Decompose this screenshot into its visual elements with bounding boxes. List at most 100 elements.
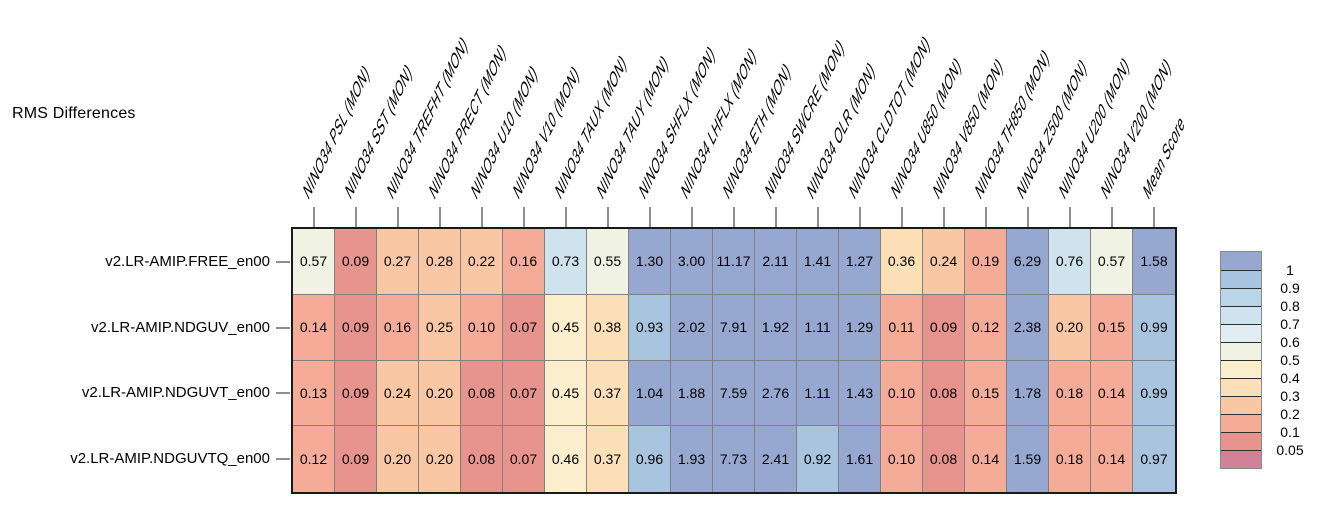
heatmap-cell: 0.46 bbox=[545, 426, 587, 492]
heatmap-cell: 0.38 bbox=[587, 294, 629, 361]
heatmap-cell: 0.09 bbox=[335, 426, 377, 492]
heatmap-cell: 0.97 bbox=[1133, 426, 1175, 492]
colorbar-tick-label: 0.4 bbox=[1280, 370, 1300, 386]
heatmap-cell: 0.08 bbox=[923, 360, 965, 427]
colorbar-tick-label: 0.5 bbox=[1280, 352, 1300, 368]
heatmap-cell: 0.28 bbox=[419, 229, 461, 295]
heatmap-cell: 0.08 bbox=[461, 426, 503, 492]
colorbar-tick-label: 0.2 bbox=[1280, 406, 1300, 422]
heatmap-cell: 0.12 bbox=[293, 426, 335, 492]
heatmap-cell: 6.29 bbox=[1007, 229, 1049, 295]
heatmap-cell: 11.17 bbox=[713, 229, 755, 295]
heatmap-cell: 0.24 bbox=[377, 360, 419, 427]
heatmap-cell: 0.07 bbox=[503, 360, 545, 427]
heatmap-cell: 0.36 bbox=[881, 229, 923, 295]
heatmap-cell: 0.20 bbox=[377, 426, 419, 492]
column-tick bbox=[943, 207, 945, 228]
heatmap-cell: 0.09 bbox=[923, 294, 965, 361]
heatmap-cell: 0.93 bbox=[629, 294, 671, 361]
chart-title: RMS Differences bbox=[12, 105, 136, 122]
column-tick bbox=[1069, 207, 1071, 228]
column-tick bbox=[775, 207, 777, 228]
colorbar-segment bbox=[1221, 342, 1261, 360]
column-tick bbox=[1111, 207, 1113, 228]
heatmap-cell: 7.59 bbox=[713, 360, 755, 427]
heatmap-cell: 7.73 bbox=[713, 426, 755, 492]
heatmap-cell: 0.99 bbox=[1133, 294, 1175, 361]
colorbar-segment bbox=[1221, 270, 1261, 288]
heatmap-cell: 0.22 bbox=[461, 229, 503, 295]
column-tick bbox=[985, 207, 987, 228]
heatmap-cell: 2.02 bbox=[671, 294, 713, 361]
colorbar-segment bbox=[1221, 396, 1261, 414]
heatmap-cell: 0.09 bbox=[335, 294, 377, 361]
column-label: NINO34 LHFLX (MON) bbox=[679, 42, 759, 206]
heatmap-cell: 2.11 bbox=[755, 229, 797, 295]
row-label: v2.LR-AMIP.FREE_en00 bbox=[105, 252, 270, 270]
heatmap-cell: 0.99 bbox=[1133, 360, 1175, 427]
heatmap-cell: 1.58 bbox=[1133, 229, 1175, 295]
column-tick bbox=[649, 207, 651, 228]
heatmap-cell: 1.41 bbox=[797, 229, 839, 295]
heatmap-cell: 1.04 bbox=[629, 360, 671, 427]
colorbar-segment bbox=[1221, 306, 1261, 324]
heatmap-cell: 0.57 bbox=[1091, 229, 1133, 295]
column-tick bbox=[607, 207, 609, 228]
row-tick bbox=[276, 260, 290, 263]
heatmap-cell: 3.00 bbox=[671, 229, 713, 295]
heatmap-cell: 0.37 bbox=[587, 426, 629, 492]
heatmap-cell: 2.76 bbox=[755, 360, 797, 427]
column-tick bbox=[355, 207, 357, 228]
column-tick bbox=[1153, 207, 1155, 228]
heatmap-cell: 1.92 bbox=[755, 294, 797, 361]
colorbar-tick-label: 0.8 bbox=[1280, 298, 1300, 314]
heatmap-cell: 0.27 bbox=[377, 229, 419, 295]
heatmap-cell: 0.57 bbox=[293, 229, 335, 295]
heatmap-cell: 1.59 bbox=[1007, 426, 1049, 492]
column-tick bbox=[565, 207, 567, 228]
heatmap-cell: 1.30 bbox=[629, 229, 671, 295]
heatmap-cell: 0.18 bbox=[1049, 360, 1091, 427]
row-tick bbox=[276, 392, 290, 395]
column-label: NINO34 TH850 (MON) bbox=[973, 44, 1052, 206]
heatmap-cell: 0.07 bbox=[503, 294, 545, 361]
heatmap-cell: 1.93 bbox=[671, 426, 713, 492]
heatmap-cell: 1.88 bbox=[671, 360, 713, 427]
heatmap-cell: 0.14 bbox=[1091, 426, 1133, 492]
heatmap-cell: 1.11 bbox=[797, 294, 839, 361]
heatmap-cell: 0.45 bbox=[545, 360, 587, 427]
heatmap-cell: 0.73 bbox=[545, 229, 587, 295]
heatmap-cell: 0.20 bbox=[1049, 294, 1091, 361]
column-label: NINO34 SHFLX (MON) bbox=[637, 40, 718, 206]
column-tick bbox=[901, 207, 903, 228]
colorbar-tick-label: 0.05 bbox=[1276, 442, 1304, 458]
colorbar-segment bbox=[1221, 252, 1261, 270]
heatmap-cell: 1.78 bbox=[1007, 360, 1049, 427]
colorbar-segment bbox=[1221, 432, 1261, 450]
colorbar-segment bbox=[1221, 378, 1261, 396]
column-tick bbox=[733, 207, 735, 228]
column-label: NINO34 TREFHT (MON) bbox=[385, 31, 470, 206]
column-tick bbox=[1027, 207, 1029, 228]
column-label: NINO34 SWCRE (MON) bbox=[763, 34, 847, 206]
heatmap-cell: 0.08 bbox=[461, 360, 503, 427]
colorbar-segment bbox=[1221, 288, 1261, 306]
heatmap-cell: 0.16 bbox=[377, 294, 419, 361]
heatmap-cell: 2.38 bbox=[1007, 294, 1049, 361]
heatmap-cell: 0.14 bbox=[965, 426, 1007, 492]
heatmap-cell: 0.07 bbox=[503, 426, 545, 492]
heatmap-grid: 0.57 0.09 0.27 0.28 0.22 0.16 0.73 0.55 1.30 3.00… bbox=[291, 227, 1177, 494]
heatmap-cell: 1.27 bbox=[839, 229, 881, 295]
row-tick bbox=[276, 326, 290, 329]
colorbar-tick-label: 0.9 bbox=[1280, 280, 1300, 296]
heatmap-cell: 0.09 bbox=[335, 229, 377, 295]
column-label: Mean Score bbox=[1141, 110, 1188, 206]
row-tick bbox=[276, 458, 290, 461]
heatmap-cell: 7.91 bbox=[713, 294, 755, 361]
heatmap-cell: 0.76 bbox=[1049, 229, 1091, 295]
column-tick bbox=[691, 207, 693, 228]
heatmap-cell: 0.10 bbox=[881, 426, 923, 492]
heatmap-cell: 0.09 bbox=[335, 360, 377, 427]
heatmap-cell: 0.24 bbox=[923, 229, 965, 295]
